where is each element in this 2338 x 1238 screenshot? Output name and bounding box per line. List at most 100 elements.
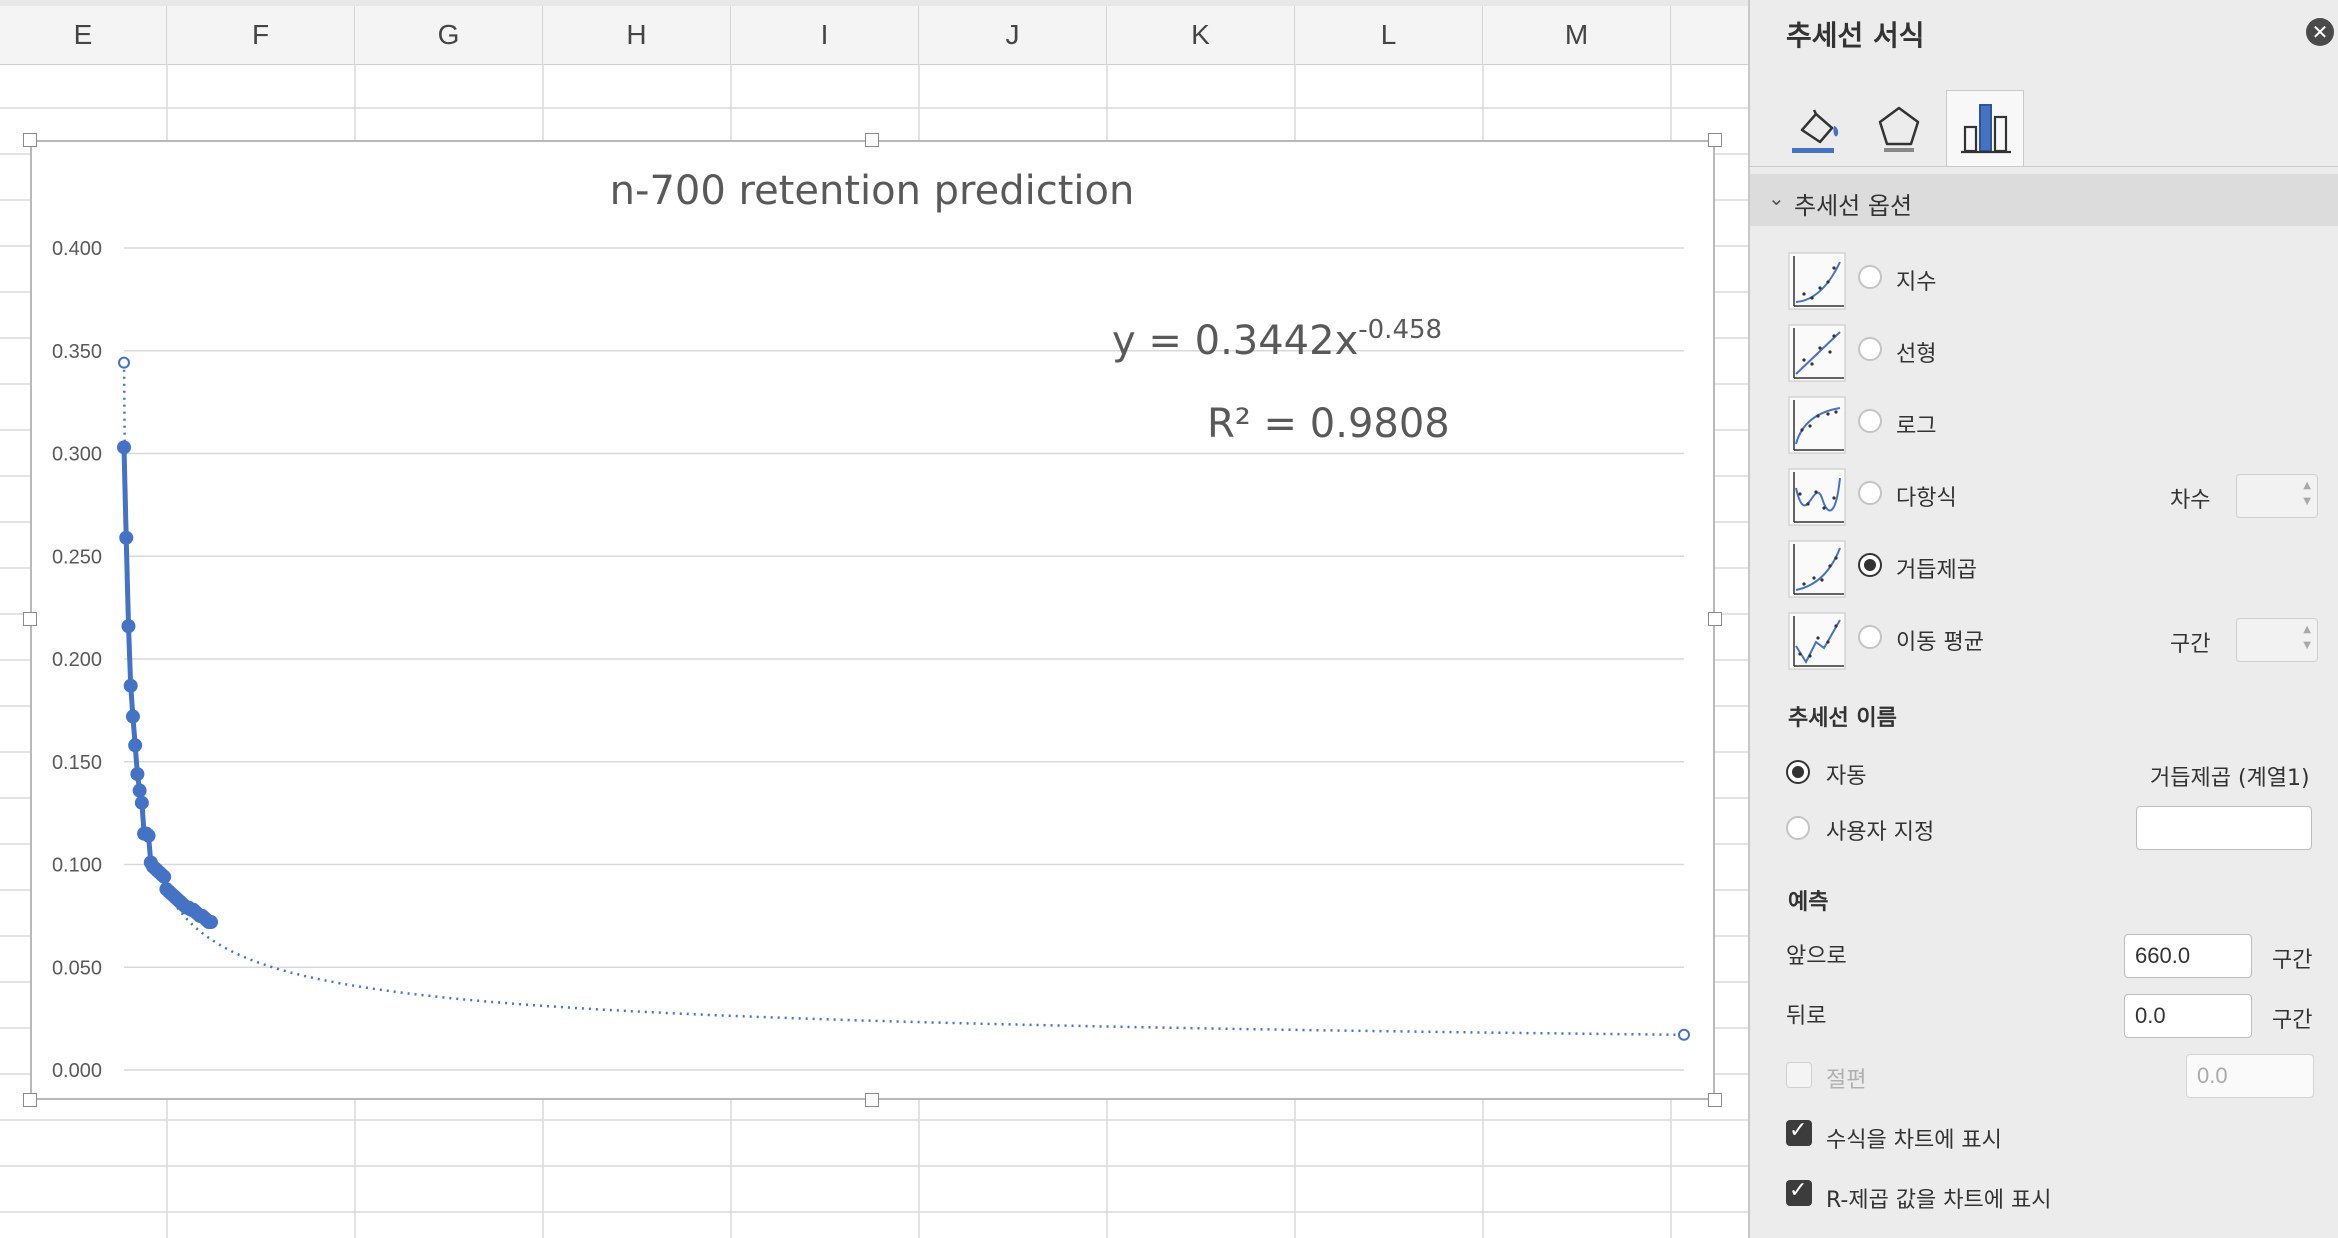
show-r2-label: R-제곱 값을 차트에 표시 xyxy=(1826,1188,2052,1213)
column-header-H[interactable]: H xyxy=(543,6,731,64)
label-moving-average: 이동 평균 xyxy=(1896,630,1984,655)
trend-option-exponential[interactable]: 지수 xyxy=(1788,252,2328,312)
radio-linear[interactable] xyxy=(1858,337,1882,361)
forward-unit: 구간 xyxy=(2272,948,2313,973)
resize-handle-bottom-left[interactable] xyxy=(23,1093,37,1107)
series-options-icon xyxy=(1961,104,2011,154)
resize-handle-top-left[interactable] xyxy=(23,133,37,147)
stepper-down-icon[interactable]: ▼ xyxy=(2303,496,2311,507)
radio-name-custom[interactable] xyxy=(1786,816,1810,840)
trendline[interactable] xyxy=(122,362,1684,1037)
power-trend-icon xyxy=(1788,540,1846,598)
data-point[interactable] xyxy=(119,530,134,545)
chart-title[interactable]: n-700 retention prediction xyxy=(610,168,1135,214)
column-header-K[interactable]: K xyxy=(1107,6,1295,64)
r-squared-label[interactable]: R² = 0.9808 xyxy=(1207,401,1450,447)
column-header-F[interactable]: F xyxy=(167,6,355,64)
data-point[interactable] xyxy=(157,869,172,884)
backward-label: 뒤로 xyxy=(1786,1004,1827,1029)
y-tick-label: 0.000 xyxy=(52,1060,102,1082)
resize-handle-right[interactable] xyxy=(1708,612,1722,626)
data-point[interactable] xyxy=(130,767,145,782)
trendline-options-section[interactable]: ⌄ 추세선 옵션 xyxy=(1750,174,2338,226)
chart-object[interactable]: 0.000 0.050 0.100 0.150 0.200 0.250 0.300 0.350… xyxy=(30,140,1715,1100)
data-point[interactable] xyxy=(121,619,136,634)
backward-input[interactable]: 0.0 xyxy=(2124,994,2252,1038)
tab-effects[interactable] xyxy=(1860,90,1938,166)
section-label: 추세선 옵션 xyxy=(1794,192,1913,220)
resize-handle-top[interactable] xyxy=(865,133,879,147)
column-header-L[interactable]: L xyxy=(1295,6,1483,64)
trend-option-polynomial[interactable]: 다항식 차수 ▲ ▼ xyxy=(1788,468,2328,528)
label-linear: 선형 xyxy=(1896,342,1937,367)
trendline-handle-start[interactable] xyxy=(118,356,130,369)
column-header-J[interactable]: J xyxy=(919,6,1107,64)
resize-handle-bottom-right[interactable] xyxy=(1708,1093,1722,1107)
resize-handle-bottom[interactable] xyxy=(865,1093,879,1107)
radio-moving-average[interactable] xyxy=(1858,625,1882,649)
order-stepper[interactable]: ▲ ▼ xyxy=(2236,474,2318,518)
tab-series-options[interactable] xyxy=(1946,90,2024,166)
column-header-M[interactable]: M xyxy=(1483,6,1671,64)
y-tick-label: 0.300 xyxy=(52,444,102,466)
resize-handle-top-right[interactable] xyxy=(1708,133,1722,147)
forward-label: 앞으로 xyxy=(1786,944,1847,969)
trendline-equation[interactable]: y = 0.3442x-0.458 xyxy=(1112,315,1442,364)
radio-exponential[interactable] xyxy=(1858,265,1882,289)
y-tick-label: 0.150 xyxy=(52,752,102,774)
trendline-name-heading: 추세선 이름 xyxy=(1788,706,1897,731)
equation-main: y = 0.3442x xyxy=(1112,318,1358,364)
trend-option-power[interactable]: 거듭제곱 xyxy=(1788,540,2328,600)
stepper-up-icon[interactable]: ▲ xyxy=(2303,480,2311,491)
radio-name-auto[interactable] xyxy=(1786,760,1810,784)
radio-polynomial[interactable] xyxy=(1858,481,1882,505)
radio-power[interactable] xyxy=(1858,553,1882,577)
label-name-custom: 사용자 지정 xyxy=(1826,820,1935,845)
intercept-input[interactable]: 0.0 xyxy=(2186,1054,2314,1098)
column-header-G[interactable]: G xyxy=(355,6,543,64)
custom-name-input[interactable] xyxy=(2136,806,2312,850)
data-point[interactable] xyxy=(128,738,143,753)
fill-line-icon xyxy=(1792,109,1839,153)
y-tick-label: 0.200 xyxy=(52,649,102,671)
tab-fill-line[interactable] xyxy=(1782,90,1860,166)
spreadsheet-area[interactable]: E F G H I J K L M 0.000 0.050 0.100 0.150 0.… xyxy=(0,0,1748,1238)
period-stepper[interactable]: ▲ ▼ xyxy=(2236,618,2318,662)
period-label: 구간 xyxy=(2170,632,2211,657)
column-header-partial[interactable] xyxy=(1671,6,1748,64)
y-tick-label: 0.050 xyxy=(52,957,102,979)
label-name-auto: 자동 xyxy=(1826,764,1867,789)
trend-option-logarithmic[interactable]: 로그 xyxy=(1788,396,2328,456)
trend-option-linear[interactable]: 선형 xyxy=(1788,324,2328,384)
data-point[interactable] xyxy=(204,915,219,930)
data-point[interactable] xyxy=(123,678,138,693)
label-polynomial: 다항식 xyxy=(1896,486,1957,511)
exponential-trend-icon xyxy=(1788,252,1846,310)
radio-logarithmic[interactable] xyxy=(1858,409,1882,433)
data-point[interactable] xyxy=(134,795,149,810)
data-point[interactable] xyxy=(125,709,140,724)
tabs-divider xyxy=(1750,166,2338,167)
data-point[interactable] xyxy=(141,828,156,843)
data-point[interactable] xyxy=(132,783,147,798)
show-r2-checkbox[interactable] xyxy=(1786,1178,1812,1206)
equation-exponent: -0.458 xyxy=(1358,315,1442,345)
forward-input[interactable]: 660.0 xyxy=(2124,934,2252,978)
column-header-I[interactable]: I xyxy=(731,6,919,64)
intercept-checkbox[interactable] xyxy=(1786,1062,1812,1088)
resize-handle-left[interactable] xyxy=(23,612,37,626)
stepper-up-icon[interactable]: ▲ xyxy=(2303,624,2311,635)
data-point[interactable] xyxy=(117,440,131,455)
logarithmic-trend-icon xyxy=(1788,396,1846,454)
trend-option-moving-average[interactable]: 이동 평균 구간 ▲ ▼ xyxy=(1788,612,2328,672)
backward-unit: 구간 xyxy=(2272,1008,2313,1033)
stepper-down-icon[interactable]: ▼ xyxy=(2303,640,2311,651)
order-label: 차수 xyxy=(2170,488,2211,513)
y-tick-label: 0.100 xyxy=(52,855,102,877)
close-icon[interactable]: ✕ xyxy=(2306,18,2334,46)
trendline-handle-end[interactable] xyxy=(1678,1028,1690,1041)
chart-plot[interactable]: 0.000 0.050 0.100 0.150 0.200 0.250 0.300 0.350… xyxy=(32,142,1713,1098)
column-header-E[interactable]: E xyxy=(0,6,167,64)
show-equation-checkbox[interactable] xyxy=(1786,1118,1812,1146)
show-equation-label: 수식을 차트에 표시 xyxy=(1826,1128,2002,1153)
